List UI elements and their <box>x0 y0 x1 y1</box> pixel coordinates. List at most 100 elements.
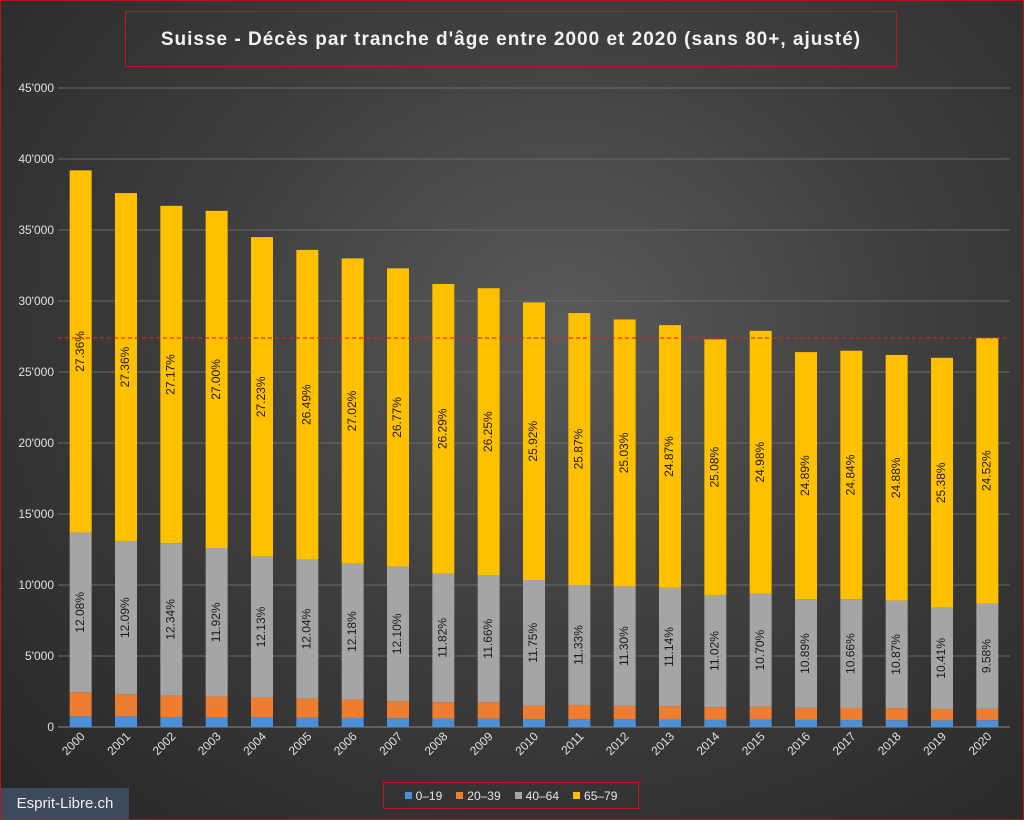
bar-0-19 <box>160 717 183 727</box>
data-label-65-79: 24.88% <box>889 457 903 498</box>
bar-0-19 <box>613 719 636 727</box>
bar-20-39 <box>477 702 500 719</box>
bar-20-39 <box>568 704 591 720</box>
bar-0-19 <box>885 720 908 727</box>
bar-40-64 <box>251 556 273 698</box>
x-tick-label: 2014 <box>694 729 723 758</box>
data-label-65-79: 26.29% <box>436 408 450 449</box>
x-tick-label: 2001 <box>104 729 133 758</box>
bar-65-79 <box>387 268 409 567</box>
bar-0-19 <box>115 716 137 727</box>
data-label-40-64: 11.75% <box>526 623 540 663</box>
data-label-40-64: 11.66% <box>481 618 495 658</box>
bar-40-64 <box>296 559 319 699</box>
bar-40-64 <box>387 566 409 702</box>
bar-0-19 <box>704 719 727 727</box>
bar-65-79 <box>432 283 455 574</box>
x-tick-label: 2002 <box>150 729 179 758</box>
bar-65-79 <box>69 170 92 533</box>
data-label-65-79: 27.36% <box>73 331 87 372</box>
legend-item-20-39: 20–39 <box>456 788 501 803</box>
bar-40-64 <box>160 543 183 696</box>
x-tick-label: 2009 <box>467 729 496 758</box>
chart-title: Suisse - Décès par tranche d'âge entre 2… <box>160 28 862 50</box>
x-tick-label: 2012 <box>603 729 632 758</box>
legend-swatch-65-79 <box>573 792 581 799</box>
bar-20-39 <box>387 701 409 719</box>
bar-40-64 <box>931 607 953 709</box>
data-label-40-64: 11.33% <box>572 625 586 665</box>
x-tick-label: 2003 <box>195 729 224 758</box>
y-tick-label: 20'000 <box>18 436 54 450</box>
bar-65-79 <box>296 249 319 560</box>
bar-65-79 <box>704 339 727 595</box>
bar-0-19 <box>795 719 817 727</box>
bar-20-39 <box>341 699 364 718</box>
data-label-40-64: 11.82% <box>436 618 450 658</box>
data-label-65-79: 25.08% <box>708 446 722 487</box>
bar-0-19 <box>568 719 591 727</box>
data-label-65-79: 24.87% <box>662 436 676 477</box>
data-label-65-79: 27.02% <box>345 390 359 431</box>
bar-40-64 <box>840 599 863 708</box>
x-tick-label: 2004 <box>240 729 269 758</box>
bar-40-64 <box>749 593 772 707</box>
bar-65-79 <box>931 357 953 608</box>
bar-20-39 <box>976 708 999 721</box>
bar-0-19 <box>523 719 545 727</box>
data-label-40-64: 10.87% <box>889 634 903 675</box>
data-label-40-64: 12.10% <box>390 613 404 654</box>
bar-20-39 <box>704 707 727 720</box>
y-axis-ticks: 0 5'000 10'000 15'000 20'000 25'000 30'000 35'0… <box>18 81 54 734</box>
data-label-65-79: 27.23% <box>254 376 268 417</box>
bar-40-64 <box>523 580 545 706</box>
data-label-40-64: 10.89% <box>798 633 812 674</box>
data-label-65-79: 25.38% <box>934 462 948 503</box>
watermark: Esprit-Libre.ch <box>1 788 129 819</box>
data-label-65-79: 25.92% <box>526 421 540 462</box>
bar-20-39 <box>749 706 772 720</box>
bar-65-79 <box>568 313 591 585</box>
x-tick-label: 2005 <box>286 729 315 758</box>
bar-0-19 <box>69 716 92 727</box>
bar-20-39 <box>840 707 863 721</box>
data-label-65-79: 25.87% <box>572 428 586 469</box>
data-label-65-79: 24.89% <box>798 455 812 496</box>
bar-0-19 <box>840 720 863 727</box>
legend-item-65-79: 65–79 <box>573 789 617 803</box>
bar-40-64 <box>69 532 92 693</box>
chart-title-box: Suisse - Décès par tranche d'âge entre 2… <box>125 11 897 67</box>
data-label-40-64: 12.34% <box>164 599 178 640</box>
bar-65-79 <box>749 330 772 594</box>
data-label-40-64: 12.13% <box>254 606 268 647</box>
bar-20-39 <box>115 694 137 717</box>
bar-40-64 <box>613 586 636 706</box>
data-label-40-64: 12.04% <box>300 608 314 649</box>
bar-40-64 <box>885 600 908 709</box>
bar-40-64 <box>795 599 817 708</box>
data-label-40-64: 11.14% <box>662 627 676 667</box>
x-tick-label: 2017 <box>830 729 859 758</box>
bar-65-79 <box>885 354 908 601</box>
legend-label-65-79: 65–79 <box>584 788 618 803</box>
bar-0-19 <box>931 720 953 727</box>
bar-20-39 <box>885 708 908 721</box>
legend-label-20-39: 20–39 <box>467 788 501 803</box>
x-tick-label: 2015 <box>739 729 768 758</box>
bar-20-39 <box>205 696 228 718</box>
bar-65-79 <box>840 350 863 600</box>
bar-65-79 <box>251 237 273 557</box>
bar-0-19 <box>341 717 364 727</box>
bar-20-39 <box>931 708 953 721</box>
data-label-65-79: 27.00% <box>209 359 223 400</box>
bar-40-64 <box>568 585 591 705</box>
data-label-40-64: 10.66% <box>844 633 858 674</box>
bar-40-64 <box>477 575 500 703</box>
data-label-40-64: 11.02% <box>708 631 722 671</box>
bar-20-39 <box>432 702 455 719</box>
bar-40-64 <box>205 548 228 697</box>
legend-swatch-40-64 <box>514 792 522 799</box>
data-label-65-79: 24.98% <box>753 441 767 482</box>
bars <box>69 170 999 727</box>
